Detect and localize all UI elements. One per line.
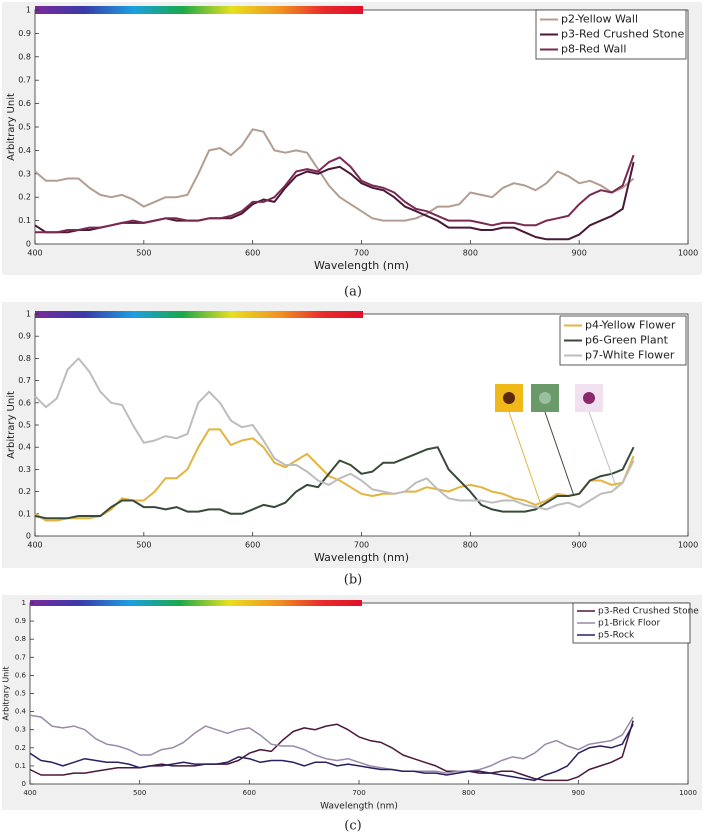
x-tick-label: 500 [133, 789, 146, 797]
y-tick-label: 0.8 [18, 52, 31, 61]
series-line [29, 714, 634, 774]
pointer-line [508, 411, 542, 506]
caption: (c) [344, 819, 361, 834]
x-tick-label: 800 [462, 789, 475, 797]
y-tick-label: 0.7 [15, 653, 26, 661]
series-line [29, 723, 634, 782]
x-tick-label: 1000 [678, 249, 698, 258]
x-axis-label: Wavelength (nm) [320, 802, 398, 812]
y-axis-label: Arbitrary Unit [6, 391, 17, 459]
legend-label: p7-White Flower [585, 349, 675, 362]
y-tick-label: 0.5 [15, 690, 26, 698]
flower-center [503, 392, 515, 404]
x-tick-label: 900 [572, 249, 587, 258]
legend-label: p6-Green Plant [585, 334, 669, 347]
y-tick-label: 0.5 [18, 421, 31, 430]
series-line [34, 446, 635, 520]
y-tick-label: 1 [26, 6, 31, 15]
x-tick-label: 700 [352, 789, 365, 797]
y-tick-label: 0.2 [18, 487, 31, 496]
x-tick-label: 900 [572, 789, 585, 797]
y-tick-label: 0.2 [18, 193, 31, 202]
x-tick-label: 700 [354, 541, 369, 550]
legend-label: p3-Red Crushed Stone [561, 28, 684, 41]
legend-box [535, 9, 687, 60]
x-tick-label: 1000 [678, 541, 698, 550]
x-tick-label: 500 [136, 541, 151, 550]
pointer-line [588, 411, 618, 490]
series-line [35, 154, 635, 234]
y-tick-label: 1 [22, 599, 26, 607]
y-tick-label: 0.9 [15, 617, 26, 625]
series-line [29, 720, 634, 782]
legend-label: p4-Yellow Flower [585, 319, 676, 332]
x-tick-label: 400 [23, 789, 36, 797]
flower-center [539, 392, 551, 404]
spectrum-bar [30, 600, 362, 606]
y-tick-label: 0.2 [15, 744, 26, 752]
caption: (b) [344, 573, 362, 588]
spectrum-bar [35, 311, 363, 318]
x-axis-label: Wavelength (nm) [314, 259, 409, 272]
legend-label: p2-Yellow Wall [561, 13, 638, 26]
x-tick-label: 400 [27, 249, 42, 258]
y-tick-label: 0.7 [18, 376, 31, 385]
y-tick-label: 0.5 [18, 123, 31, 132]
y-tick-label: 0.1 [15, 762, 26, 770]
series-line [34, 161, 635, 241]
x-tick-label: 1000 [679, 789, 697, 797]
y-axis-label: Arbitrary Unit [6, 93, 17, 161]
y-tick-label: 0.6 [18, 398, 31, 407]
y-tick-label: 0.9 [18, 29, 31, 38]
y-tick-label: 0.1 [18, 216, 31, 225]
x-tick-label: 500 [136, 249, 151, 258]
y-tick-label: 0.3 [15, 726, 26, 734]
y-tick-label: 0.4 [18, 443, 31, 452]
legend-label: p3-Red Crushed Stone [598, 607, 699, 617]
legend-label: p8-Red Wall [561, 43, 626, 56]
x-tick-label: 700 [354, 249, 369, 258]
y-tick-label: 0 [26, 240, 31, 249]
y-tick-label: 1 [26, 310, 31, 319]
y-tick-label: 0.8 [18, 354, 31, 363]
x-tick-label: 400 [27, 541, 42, 550]
series-line [34, 357, 635, 511]
x-tick-label: 600 [245, 249, 260, 258]
y-tick-label: 0.1 [18, 509, 31, 518]
caption: (a) [344, 285, 362, 300]
y-tick-label: 0.8 [15, 635, 26, 643]
y-tick-label: 0.7 [18, 76, 31, 85]
y-tick-label: 0.3 [18, 169, 31, 178]
y-tick-label: 0.6 [18, 99, 31, 108]
y-tick-label: 0.4 [18, 146, 31, 155]
legend-label: p5-Rock [598, 631, 635, 641]
series-line [34, 128, 635, 222]
y-tick-label: 0 [22, 780, 26, 788]
pointer-line [544, 411, 575, 497]
spectrum-bar [35, 6, 363, 14]
y-tick-label: 0.3 [18, 465, 31, 474]
x-tick-label: 900 [572, 541, 587, 550]
y-tick-label: 0 [26, 532, 31, 541]
x-tick-label: 800 [463, 249, 478, 258]
x-tick-label: 600 [243, 789, 256, 797]
x-axis-label: Wavelength (nm) [314, 551, 409, 564]
x-tick-label: 600 [245, 541, 260, 550]
legend-label: p1-Brick Floor [598, 619, 660, 629]
y-axis-label: Arbitrary Unit [2, 666, 11, 720]
x-tick-label: 800 [463, 541, 478, 550]
y-tick-label: 0.9 [18, 332, 31, 341]
y-tick-label: 0.4 [15, 708, 27, 716]
y-tick-label: 0.6 [15, 671, 27, 679]
flower-center [583, 392, 595, 404]
